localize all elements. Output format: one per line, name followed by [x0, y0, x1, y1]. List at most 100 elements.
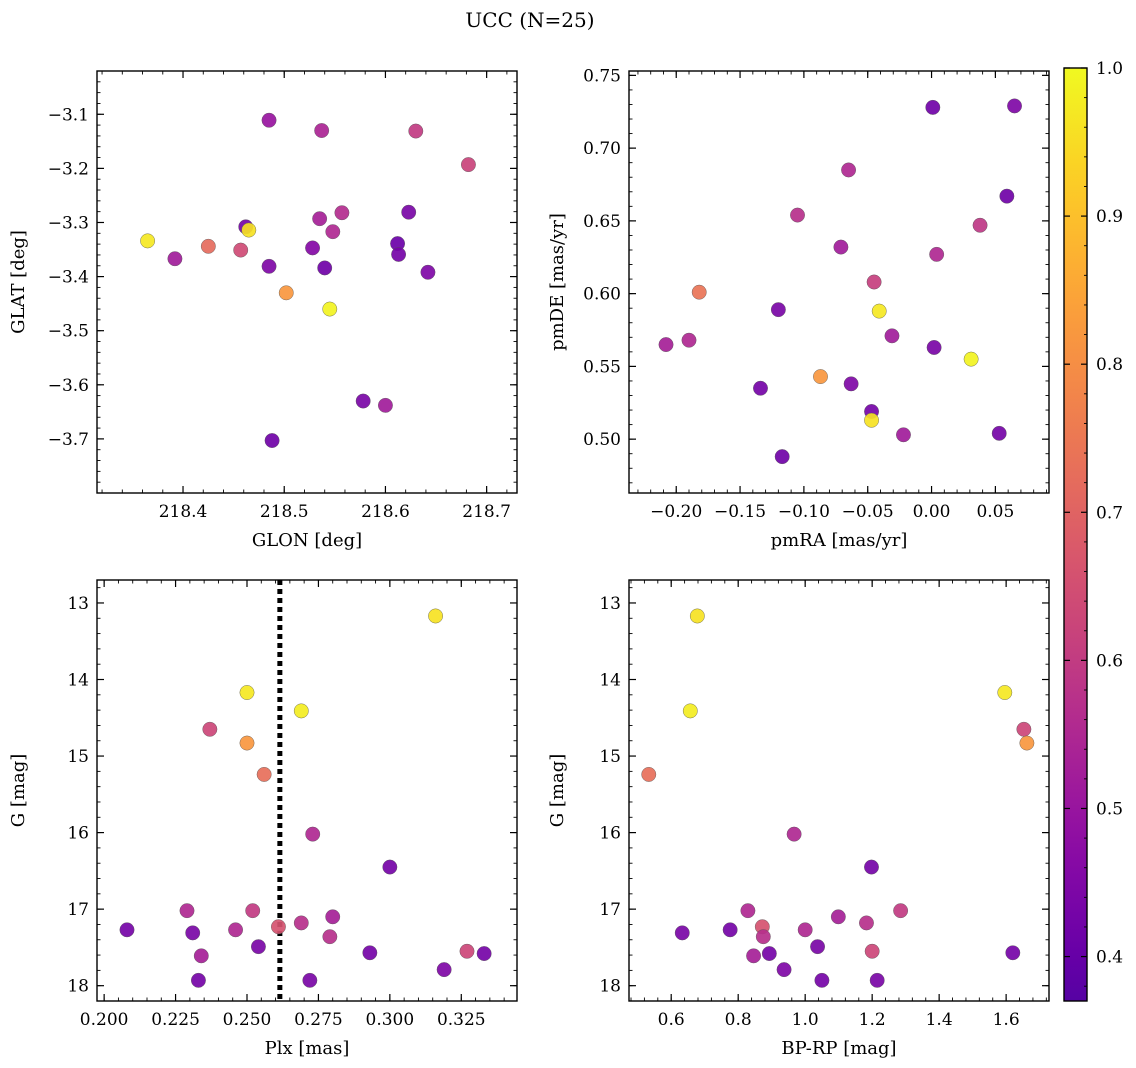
- scatter-point: [658, 337, 674, 352]
- scatter-point: [893, 903, 909, 919]
- scatter-point: [830, 909, 846, 925]
- panel-plx-g: 0.200 0.225 0.250 0.275 0.300 0.325 13 14 15 16 17…: [8, 579, 518, 1059]
- scatter-point: [401, 204, 417, 220]
- scatter-point: [378, 397, 393, 413]
- scatter-point: [245, 903, 261, 919]
- y-tick-label: −3.2: [48, 159, 89, 179]
- x-tick-label: 0.00: [913, 502, 951, 522]
- y-tick-label: 0.75: [583, 66, 621, 86]
- y-tick-label: 13: [67, 594, 89, 614]
- x-tick-label: −0.10: [778, 502, 830, 522]
- colorbar-tick-label: 1.0: [1096, 59, 1123, 79]
- x-tick-label: 0.6: [658, 1010, 685, 1030]
- panel-pm: −0.20 −0.15 −0.10 −0.05 0.00 0.05 0.50 0.55 0.60…: [547, 66, 1050, 551]
- scatter-point: [322, 929, 338, 945]
- scatter-point: [408, 123, 424, 139]
- x-tick-label: 0.300: [366, 1010, 415, 1030]
- scatter-point: [428, 608, 443, 624]
- scatter-point: [382, 859, 398, 875]
- scatter-point: [334, 205, 350, 221]
- scatter-point: [191, 972, 206, 988]
- scatter-point: [790, 207, 805, 223]
- x-tick-label: 1.2: [859, 1010, 886, 1030]
- x-tick-label: 0.275: [294, 1010, 343, 1030]
- scatter-point: [926, 340, 942, 355]
- y-tick-label: 16: [67, 824, 89, 844]
- scatter-point: [813, 369, 828, 384]
- scatter-point: [691, 284, 707, 300]
- scatter-point: [476, 946, 492, 961]
- y-tick-label: 18: [67, 977, 89, 997]
- scatter-point: [884, 328, 900, 344]
- colorbar-tick-label: 0.9: [1096, 207, 1123, 227]
- x-tick-label: 0.325: [437, 1010, 486, 1030]
- colorbar-gradient: [1064, 68, 1087, 1001]
- x-axis-label: Plx [mas]: [265, 1038, 350, 1059]
- y-tick-label: −3.7: [48, 430, 89, 450]
- scatter-point: [271, 919, 286, 935]
- scatter-point: [391, 247, 406, 262]
- scatter-point: [1007, 98, 1022, 114]
- scatter-point: [461, 157, 476, 172]
- scatter-point: [774, 449, 790, 465]
- scatter-point: [436, 962, 452, 978]
- plot-frame: [628, 70, 1050, 494]
- scatter-point: [185, 925, 201, 941]
- scatter-point: [420, 264, 436, 280]
- scatter-point: [256, 767, 272, 782]
- scatter-point: [814, 972, 830, 988]
- y-tick-label: 0.50: [583, 430, 621, 450]
- y-tick-label: 14: [67, 671, 89, 691]
- y-tick-label: 16: [599, 824, 621, 844]
- x-axis-label: GLON [deg]: [252, 530, 362, 551]
- scatter-point: [869, 972, 885, 988]
- scatter-point: [1016, 721, 1032, 737]
- x-tick-label: −0.05: [842, 502, 894, 522]
- scatter-point: [293, 703, 309, 719]
- scatter-point: [786, 826, 802, 842]
- y-tick-label: 0.60: [583, 285, 621, 305]
- scatter-point: [264, 433, 280, 448]
- plot-frame: [628, 579, 1050, 1002]
- x-tick-label: 218.5: [260, 502, 309, 522]
- y-axis-label: G [mag]: [8, 754, 29, 827]
- y-tick-label: 0.55: [583, 357, 621, 377]
- scatter-point: [833, 239, 849, 255]
- colorbar-tick-label: 0.5: [1096, 799, 1123, 819]
- colorbar-tick-label: 0.4: [1096, 948, 1123, 968]
- scatter-point: [963, 351, 979, 367]
- plot-frame: [96, 579, 518, 1002]
- scatter-point: [929, 246, 945, 262]
- y-axis-label: GLAT [deg]: [8, 230, 29, 334]
- x-tick-label: 218.7: [462, 502, 511, 522]
- y-tick-label: 15: [67, 747, 89, 767]
- scatter-point: [293, 915, 309, 931]
- y-tick-label: −3.6: [48, 376, 89, 396]
- scatter-point: [140, 233, 156, 249]
- scatter-point: [864, 412, 879, 428]
- x-tick-label: −0.15: [714, 502, 766, 522]
- x-tick-label: 0.05: [976, 502, 1014, 522]
- scatter-point: [681, 332, 697, 348]
- scatter-point: [843, 376, 859, 392]
- figure-title: UCC (N=25): [465, 8, 594, 32]
- scatter-point: [261, 258, 277, 274]
- panel-glon-glat: 218.4 218.5 218.6 218.7 −3.1 −3.2 −3.3 −3.4 −3.5…: [8, 70, 518, 551]
- x-tick-label: 1.0: [792, 1010, 819, 1030]
- scatter-point: [859, 915, 874, 931]
- scatter-point: [305, 240, 320, 256]
- colorbar-frame: [1063, 67, 1088, 1002]
- scatter-point: [896, 427, 911, 443]
- scatter-point: [241, 222, 257, 238]
- y-tick-label: 14: [599, 671, 621, 691]
- scatter-point: [770, 302, 786, 318]
- y-tick-label: 17: [67, 900, 89, 920]
- scatter-point: [722, 922, 738, 938]
- scatter-point: [810, 939, 825, 955]
- scatter-point: [362, 945, 378, 961]
- y-tick-label: 0.70: [583, 139, 621, 159]
- colorbar: 0.4 0.5 0.6 0.7 0.8 0.9 1.0: [1063, 59, 1123, 1002]
- scatter-point: [999, 188, 1015, 204]
- scatter-point: [689, 608, 705, 624]
